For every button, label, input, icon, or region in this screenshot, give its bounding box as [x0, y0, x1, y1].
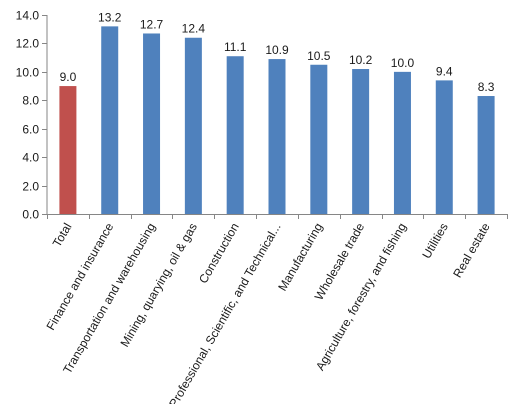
- bar: [393, 71, 411, 214]
- bar: [352, 69, 370, 214]
- data-label: 8.3: [478, 80, 495, 94]
- data-label: 9.0: [60, 70, 77, 84]
- data-label: 10.5: [307, 49, 331, 63]
- data-label: 9.4: [436, 64, 453, 78]
- data-label: 10.9: [265, 43, 289, 57]
- y-tick-label: 10.0: [16, 66, 40, 80]
- category-label: Manufacturing: [275, 221, 325, 294]
- bar: [310, 64, 328, 214]
- y-axis: 0.0 2.0 4.0 6.0 8.0 10.0 12.0 14.0: [16, 9, 48, 222]
- bar: [435, 80, 453, 214]
- y-tick-label: 2.0: [22, 180, 39, 194]
- bar: [101, 26, 119, 214]
- data-label: 10.2: [349, 53, 373, 67]
- bars: 9.0 13.2 12.7 12.4 11.1 10.9 10.5 10.2 10.0 9.4 8.…: [59, 10, 495, 214]
- data-label: 10.0: [391, 56, 415, 70]
- bar: [477, 96, 495, 214]
- data-label: 12.7: [140, 17, 164, 31]
- category-label: Total: [50, 221, 75, 250]
- bar: [143, 33, 161, 214]
- category-label: Real estate: [450, 220, 493, 280]
- y-tick-label: 8.0: [22, 94, 39, 108]
- y-tick-label: 14.0: [16, 9, 40, 23]
- bar: [59, 86, 77, 214]
- category-label: Utilities: [419, 221, 450, 261]
- data-label: 13.2: [98, 10, 122, 24]
- y-tick-label: 12.0: [16, 37, 40, 51]
- y-tick-label: 6.0: [22, 123, 39, 137]
- y-tick-label: 0.0: [22, 208, 39, 222]
- bar: [184, 37, 202, 214]
- data-label: 12.4: [182, 22, 206, 36]
- category-label: Mining, quarying, oil & gas: [117, 221, 199, 350]
- category-label: Agriculture, forestry, and fishing: [313, 221, 409, 373]
- y-tick-label: 4.0: [22, 151, 39, 165]
- bar: [268, 59, 286, 214]
- bar: [226, 56, 244, 214]
- category-label: Construction: [196, 221, 242, 286]
- data-label: 11.1: [224, 40, 247, 54]
